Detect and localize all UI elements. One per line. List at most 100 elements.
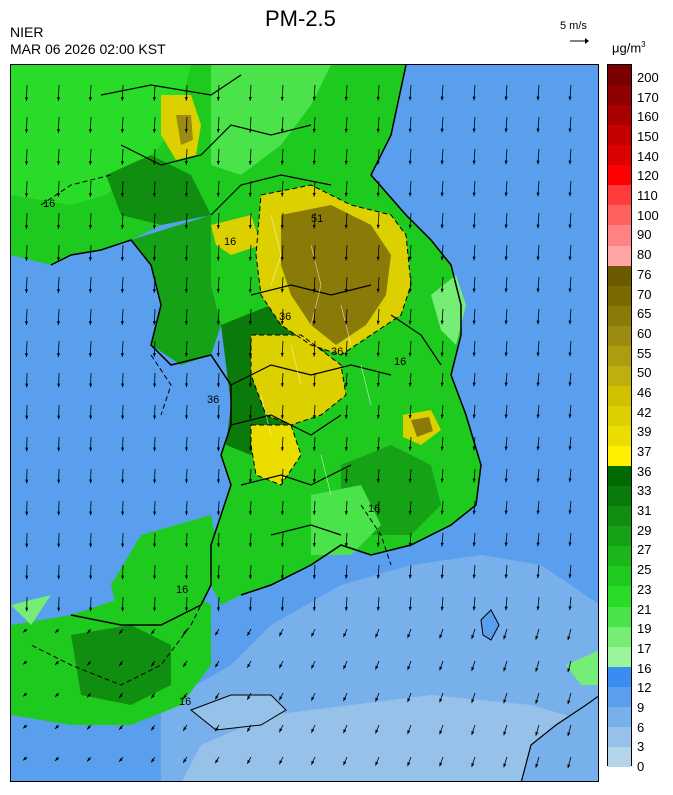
wind-arrow-head	[311, 760, 315, 765]
wind-arrow-head	[184, 479, 189, 484]
contour-label: 16	[43, 198, 55, 210]
wind-arrow-head	[568, 414, 572, 419]
wind-arrow-head	[248, 320, 252, 325]
colorbar-segment	[608, 486, 631, 507]
wind-arrow-head	[248, 575, 253, 580]
wind-arrow-head	[536, 256, 540, 261]
wind-arrow-head	[440, 446, 444, 451]
wind-arrow-head	[408, 446, 412, 451]
wind-arrow-head	[151, 726, 155, 731]
wind-arrow-head	[312, 352, 316, 357]
wind-arrow-head	[503, 763, 507, 768]
wind-arrow-head	[440, 542, 444, 547]
pm-zone-olive-east	[411, 417, 433, 437]
colorbar-tick-label: 120	[637, 168, 659, 184]
colorbar-tick-label: 29	[637, 522, 652, 538]
wind-arrow-head	[216, 288, 220, 293]
wind-arrow-head	[471, 762, 475, 767]
colorbar-segment	[608, 145, 631, 166]
wind-arrow-head	[503, 731, 507, 736]
colorbar-segment	[608, 265, 631, 287]
wind-arrow-head	[183, 726, 187, 731]
wind-arrow-head	[248, 160, 252, 165]
colorbar-tick-label: 21	[637, 601, 652, 617]
wind-arrow-head	[439, 698, 443, 703]
wind-arrow-head	[216, 543, 221, 548]
wind-arrow-head	[471, 730, 475, 735]
wind-arrow-head	[216, 511, 221, 516]
wind-arrow-head	[23, 692, 27, 697]
wind-arrow-head	[408, 288, 412, 293]
wind-arrow-head	[55, 629, 59, 633]
contour-label: 36	[279, 311, 291, 323]
wind-arrow-head	[56, 97, 61, 101]
wind-arrow-head	[504, 446, 508, 451]
colorbar-tick-label: 170	[637, 89, 659, 105]
wind-arrow-head	[184, 575, 189, 580]
wind-arrow-head	[440, 128, 444, 133]
wind-arrow-head	[440, 96, 444, 101]
colorbar-tick-label: 100	[637, 207, 659, 223]
land-north-west	[11, 65, 191, 205]
colorbar-tick-label: 9	[637, 699, 645, 715]
wind-arrow-head	[184, 511, 189, 516]
wind-arrow-head	[407, 698, 411, 703]
wind-arrow-head	[472, 542, 476, 547]
wind-arrow-head	[248, 607, 253, 612]
wind-arrow-head	[216, 256, 220, 261]
wind-arrow-head	[440, 192, 444, 197]
org-label: NIER	[10, 24, 44, 40]
wind-arrow-head	[121, 575, 125, 580]
wind-arrow-head	[216, 352, 220, 357]
wind-arrow-head	[472, 510, 476, 515]
wind-arrow-head	[152, 129, 156, 133]
wind-arrow-head	[280, 288, 284, 293]
sea-lighter-south	[182, 695, 598, 781]
wind-arrow-head	[184, 129, 188, 133]
wind-arrow-head	[152, 257, 156, 261]
wind-arrow-head	[57, 479, 61, 484]
wind-arrow-head	[440, 160, 444, 165]
wind-arrow-head	[25, 479, 29, 484]
wind-arrow-head	[25, 383, 29, 388]
wind-arrow-head	[121, 543, 125, 548]
wind-arrow-head	[121, 447, 125, 452]
land-dark-north	[106, 155, 211, 225]
wind-arrow-head	[472, 606, 476, 611]
wind-arrow-head	[24, 353, 29, 357]
pm-zone-yellow-south	[251, 425, 301, 485]
colorbar-tick-label: 60	[637, 325, 652, 341]
land-southeast	[520, 695, 598, 781]
colorbar-tick-label: 12	[637, 680, 652, 696]
wind-arrow-head	[23, 724, 27, 729]
wind-arrow-head	[344, 256, 348, 261]
wind-arrow-head	[311, 696, 315, 701]
wind-arrow-head	[536, 414, 540, 419]
wind-arrow-head	[248, 543, 253, 548]
wind-arrow-head	[535, 635, 539, 640]
wind-arrow-head	[24, 225, 29, 229]
wind-arrow-head	[472, 478, 476, 483]
wind-arrow-head	[153, 383, 157, 388]
wind-arrow-head	[215, 695, 219, 700]
wind-arrow-head	[440, 606, 444, 611]
pm-zone-yellow-west	[211, 215, 261, 255]
wind-arrow-head	[344, 479, 348, 483]
wind-arrow-head	[440, 382, 444, 387]
wind-arrow-head	[248, 96, 252, 101]
wind-arrow-head	[216, 128, 220, 133]
colorbar-tick-label: 36	[637, 463, 652, 479]
wind-arrow-head	[536, 192, 540, 197]
wind-arrow-head	[343, 665, 347, 670]
wind-arrow-head	[312, 256, 316, 261]
colorbar-segment	[608, 426, 631, 447]
wind-arrow-head	[344, 511, 348, 515]
wind-arrow-head	[568, 128, 572, 133]
wind-arrow-head	[280, 256, 284, 261]
wind-arrow-head	[184, 97, 188, 101]
wind-arrow-head	[504, 414, 508, 419]
colorbar-segment	[608, 606, 631, 628]
wind-arrow-head	[247, 759, 251, 764]
wind-arrow-head	[25, 543, 29, 548]
wind-arrow-head	[216, 447, 221, 452]
